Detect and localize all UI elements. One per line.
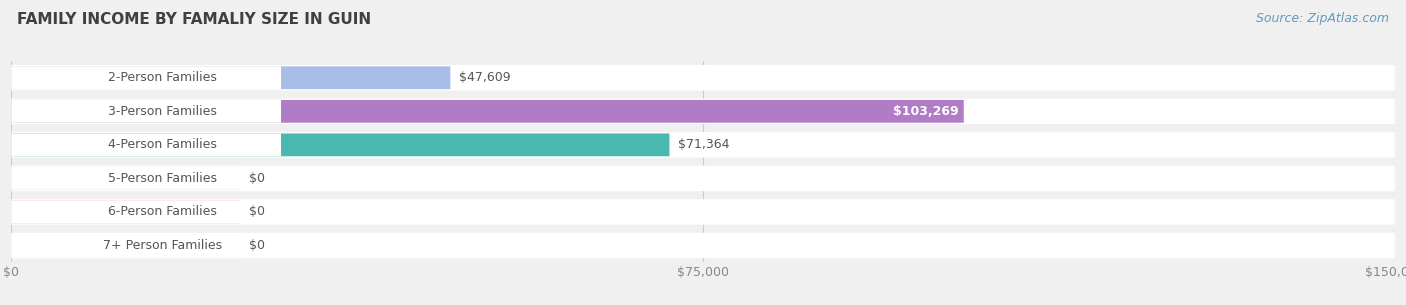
FancyBboxPatch shape — [11, 66, 281, 89]
Text: $71,364: $71,364 — [678, 138, 730, 151]
Text: $47,609: $47,609 — [458, 71, 510, 84]
Text: 6-Person Families: 6-Person Families — [108, 206, 217, 218]
FancyBboxPatch shape — [11, 167, 240, 190]
FancyBboxPatch shape — [11, 99, 1395, 124]
FancyBboxPatch shape — [11, 132, 1395, 158]
FancyBboxPatch shape — [11, 234, 240, 257]
Text: 5-Person Families: 5-Person Families — [108, 172, 217, 185]
Text: $103,269: $103,269 — [893, 105, 959, 118]
Text: $0: $0 — [249, 206, 264, 218]
Text: 4-Person Families: 4-Person Families — [108, 138, 217, 151]
FancyBboxPatch shape — [11, 167, 281, 190]
FancyBboxPatch shape — [11, 65, 1395, 91]
Text: $0: $0 — [249, 172, 264, 185]
FancyBboxPatch shape — [11, 134, 669, 156]
FancyBboxPatch shape — [11, 234, 281, 257]
FancyBboxPatch shape — [11, 100, 281, 123]
FancyBboxPatch shape — [11, 100, 963, 123]
FancyBboxPatch shape — [11, 201, 240, 223]
Text: $0: $0 — [249, 239, 264, 252]
FancyBboxPatch shape — [11, 66, 450, 89]
Text: Source: ZipAtlas.com: Source: ZipAtlas.com — [1256, 12, 1389, 25]
Text: 3-Person Families: 3-Person Families — [108, 105, 217, 118]
FancyBboxPatch shape — [11, 199, 1395, 225]
FancyBboxPatch shape — [11, 134, 281, 156]
Text: 2-Person Families: 2-Person Families — [108, 71, 217, 84]
FancyBboxPatch shape — [11, 201, 281, 223]
Text: 7+ Person Families: 7+ Person Families — [103, 239, 222, 252]
FancyBboxPatch shape — [11, 166, 1395, 191]
FancyBboxPatch shape — [11, 233, 1395, 258]
Text: FAMILY INCOME BY FAMALIY SIZE IN GUIN: FAMILY INCOME BY FAMALIY SIZE IN GUIN — [17, 12, 371, 27]
